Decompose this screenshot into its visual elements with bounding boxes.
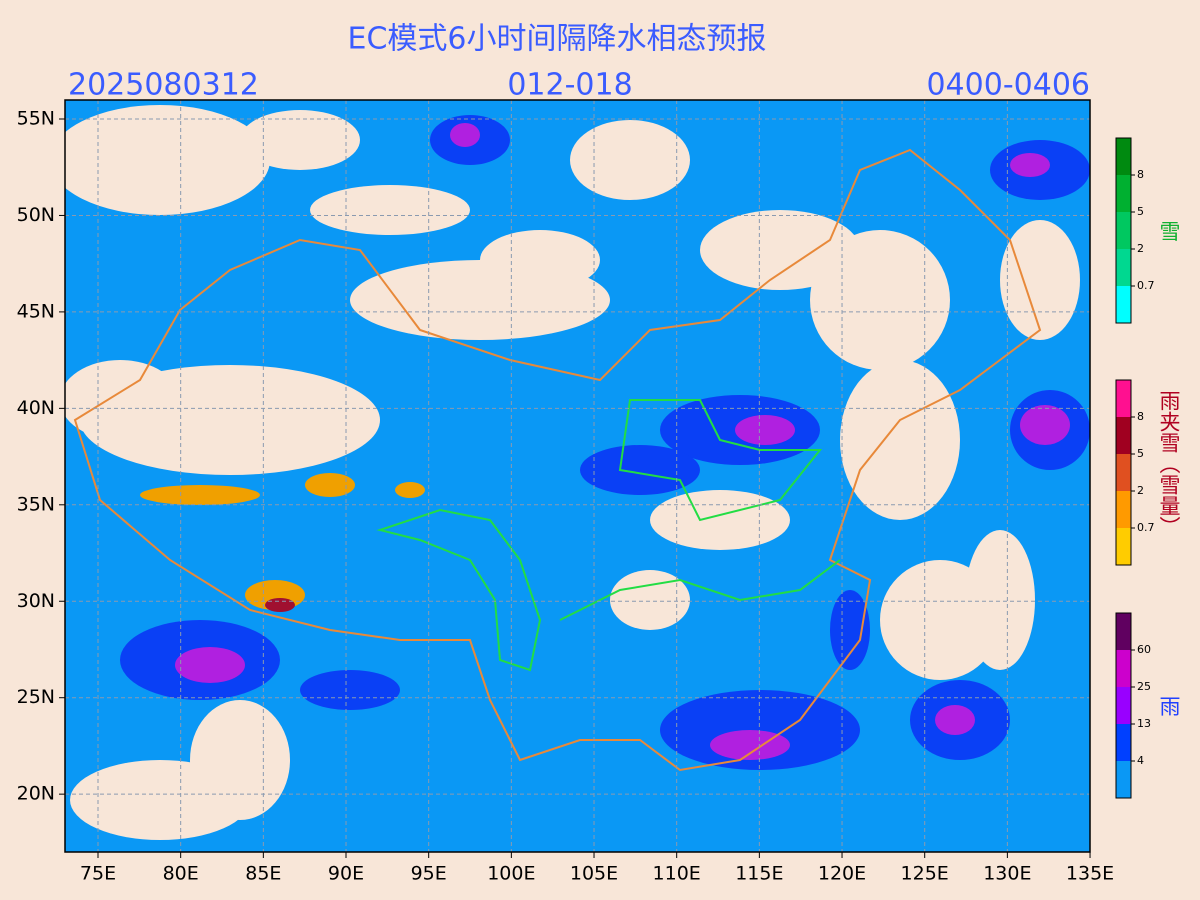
legend-swatch	[1116, 687, 1131, 724]
lon-label: 80E	[163, 863, 199, 885]
lat-label: 40N	[17, 397, 55, 419]
legend-tick-label: 0.7	[1137, 279, 1155, 292]
legend-tick-label: 5	[1137, 205, 1144, 218]
legend-swatch	[1116, 761, 1131, 798]
legend-frame	[1115, 137, 1132, 324]
legend-tick-label: 60	[1137, 643, 1151, 656]
lon-label: 95E	[411, 863, 447, 885]
legend-tick-label: 0.7	[1137, 521, 1155, 534]
legend-swatch	[1116, 138, 1131, 175]
sleet-heavy	[265, 598, 295, 612]
legend-swatch	[1116, 417, 1131, 454]
legend-title: 雨	[1157, 696, 1181, 717]
lon-label: 110E	[653, 863, 701, 885]
init-time: 2025080312	[68, 68, 259, 103]
axes: 55N 50N 45N 40N 35N 30N 25N 20N 75E 80E 85E 90E 95E 1…	[17, 108, 1115, 885]
legend-frame	[1115, 379, 1132, 566]
lon-label: 135E	[1066, 863, 1114, 885]
legend-swatch	[1116, 249, 1131, 286]
lat-label: 45N	[17, 300, 55, 322]
legend-swatch	[1116, 380, 1131, 417]
legend-tick-label: 2	[1137, 484, 1144, 497]
legend-title: 雨夹雪（雪量）	[1157, 390, 1181, 537]
lon-label: 90E	[328, 863, 364, 885]
lon-label: 105E	[570, 863, 618, 885]
legend-swatch	[1116, 175, 1131, 212]
lat-label: 35N	[17, 493, 55, 515]
plot-frame	[64, 99, 1091, 853]
clear-areas	[65, 105, 1080, 840]
legend-swatch	[1116, 650, 1131, 687]
lon-label: 120E	[818, 863, 866, 885]
legend-swatch	[1116, 286, 1131, 323]
lon-label: 75E	[80, 863, 116, 885]
lat-label: 55N	[17, 108, 55, 130]
province-lines	[376, 399, 841, 672]
lat-label: 50N	[17, 204, 55, 226]
lon-label: 115E	[735, 863, 783, 885]
legend-tick-label: 5	[1137, 447, 1144, 460]
legend-tick-label: 2	[1137, 242, 1144, 255]
legend-swatch	[1116, 454, 1131, 491]
lat-label: 20N	[17, 783, 55, 805]
legend-tick-label: 13	[1137, 717, 1151, 730]
lon-label: 100E	[487, 863, 535, 885]
lat-label: 25N	[17, 686, 55, 708]
legend-swatch	[1116, 212, 1131, 249]
lon-label: 130E	[983, 863, 1031, 885]
legend-tick-label: 8	[1137, 168, 1144, 181]
lon-label: 85E	[245, 863, 281, 885]
legend-title: 雪	[1157, 221, 1181, 242]
legend-swatch	[1116, 724, 1131, 761]
heavy-rain	[175, 123, 1070, 760]
legend-frame	[1115, 612, 1132, 799]
legend-tick-label: 8	[1137, 410, 1144, 423]
legend-swatch	[1116, 613, 1131, 650]
valid-time: 0400-0406	[926, 68, 1090, 103]
map-area	[65, 100, 1090, 852]
legend-swatch	[1116, 491, 1131, 528]
borders	[73, 148, 1042, 772]
forecast-hours: 012-018	[507, 68, 632, 103]
lat-label: 30N	[17, 590, 55, 612]
legend-tick-label: 25	[1137, 680, 1151, 693]
legend-swatch	[1116, 528, 1131, 565]
lon-label: 125E	[901, 863, 949, 885]
title: EC模式6小时间隔降水相态预报	[348, 22, 767, 57]
legend-tick-label: 4	[1137, 754, 1144, 767]
